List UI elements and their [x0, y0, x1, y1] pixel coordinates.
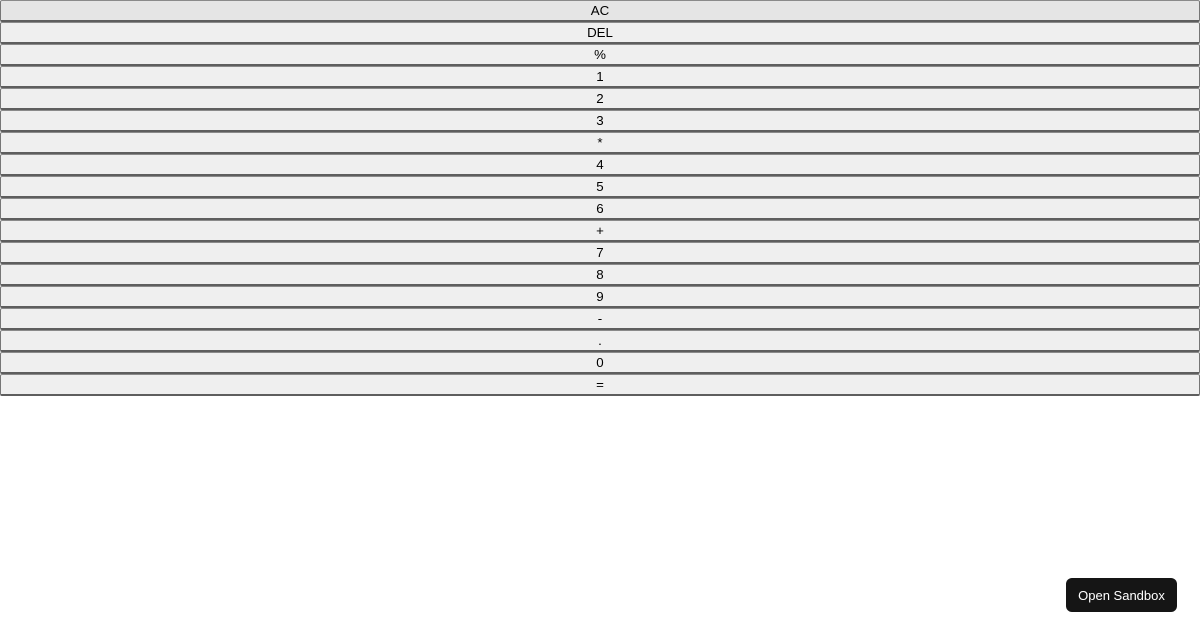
key-delete-button[interactable]: DEL — [0, 22, 1200, 44]
key-add-button[interactable]: + — [0, 220, 1200, 242]
key-5-button[interactable]: 5 — [0, 176, 1200, 198]
key-8-button[interactable]: 8 — [0, 264, 1200, 286]
calculator-keypad: AC DEL% 1 2 3 * 4 5 6 +7 8 9-. 0 = — [0, 0, 1200, 396]
key-3-button[interactable]: 3 — [0, 110, 1200, 132]
key-clear-button[interactable]: AC — [0, 0, 1200, 22]
key-multiply-button[interactable]: * — [0, 132, 1200, 154]
key-equals-button[interactable]: = — [0, 374, 1200, 396]
key-6-button[interactable]: 6 — [0, 198, 1200, 220]
key-1-button[interactable]: 1 — [0, 66, 1200, 88]
key-9-button[interactable]: 9 — [0, 286, 1200, 308]
key-decimal-button[interactable]: . — [0, 330, 1200, 352]
key-subtract-button[interactable]: - — [0, 308, 1200, 330]
key-4-button[interactable]: 4 — [0, 154, 1200, 176]
key-percent-button[interactable]: % — [0, 44, 1200, 66]
key-7-button[interactable]: 7 — [0, 242, 1200, 264]
key-0-button[interactable]: 0 — [0, 352, 1200, 374]
open-sandbox-button[interactable]: Open Sandbox — [1066, 578, 1177, 612]
key-2-button[interactable]: 2 — [0, 88, 1200, 110]
